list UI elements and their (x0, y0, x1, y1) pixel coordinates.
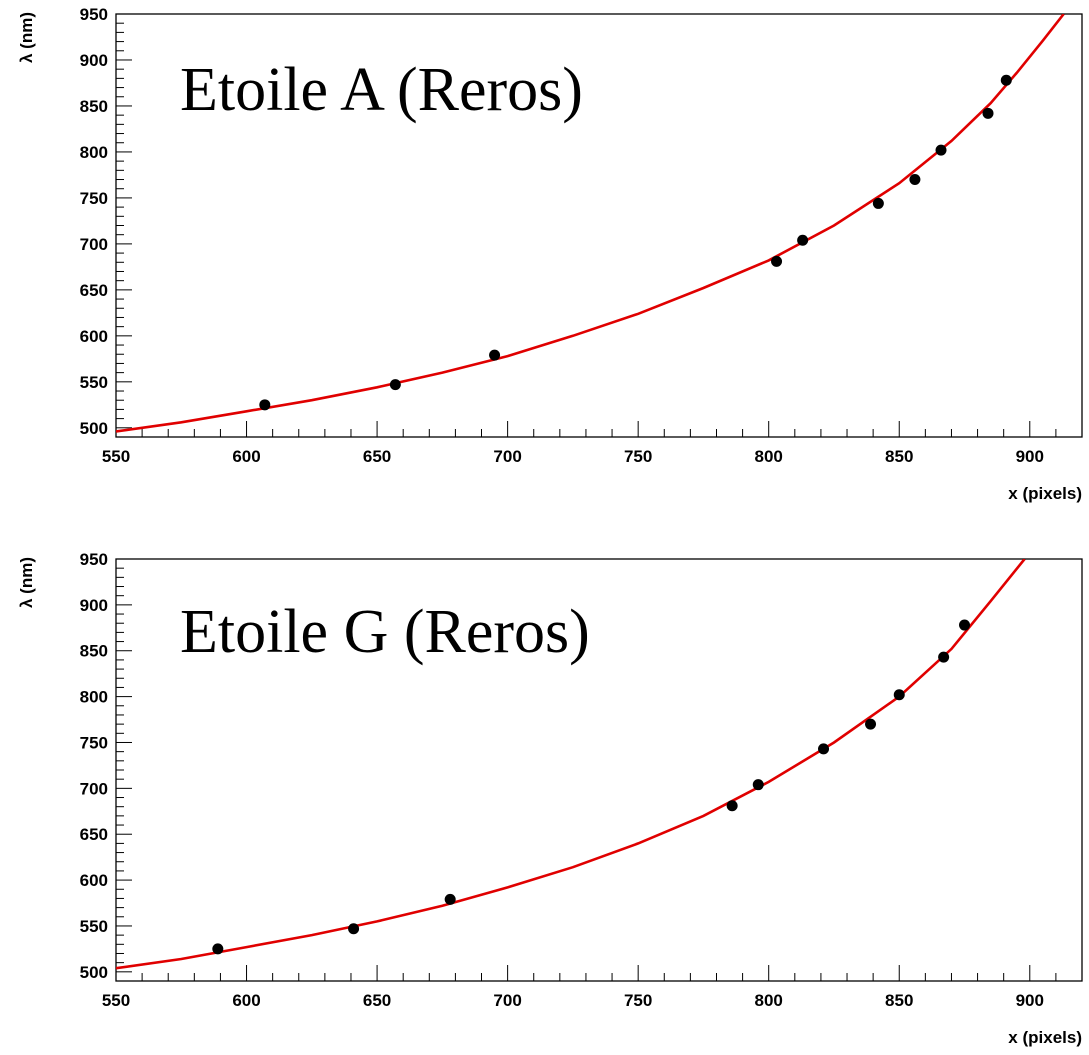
data-point (818, 743, 830, 755)
data-point (726, 800, 738, 812)
data-point (935, 144, 947, 156)
y-tick-label: 600 (80, 327, 108, 346)
y-tick-label: 550 (80, 373, 108, 392)
x-tick-label: 600 (232, 991, 260, 1010)
x-tick-label: 550 (102, 447, 130, 466)
data-point (752, 779, 764, 791)
data-point (959, 619, 971, 631)
y-tick-label: 600 (80, 871, 108, 890)
x-tick-label: 800 (755, 991, 783, 1010)
chart-panel-etoile-a: 550 600 650 700 750 800 850 900 500 550 600 650 700 7… (17, 5, 1083, 503)
y-tick-label: 500 (80, 419, 108, 438)
fit-curve (116, 559, 1026, 970)
x-axis-label: x (pixels) (1008, 1028, 1082, 1047)
data-point (212, 943, 224, 955)
x-tick-label: 700 (493, 447, 521, 466)
data-point (489, 349, 501, 361)
data-point (389, 379, 401, 391)
x-tick-label: 600 (232, 447, 260, 466)
y-tick-label: 850 (80, 97, 108, 116)
y-tick-label: 900 (80, 596, 108, 615)
x-tick-label: 750 (624, 991, 652, 1010)
data-point (893, 689, 905, 701)
y-axis-label: λ (nm) (17, 557, 36, 608)
y-tick-label: 700 (80, 235, 108, 254)
chart-panel-etoile-g: 550 600 650 700 750 800 850 900 500 550 600 650 700 7… (17, 550, 1083, 1047)
x-tick-label: 850 (885, 991, 913, 1010)
data-point (771, 255, 783, 267)
data-point (872, 197, 884, 209)
panel-title: Etoile A (Reros) (180, 56, 583, 124)
x-tick-label: 700 (493, 991, 521, 1010)
x-tick-label: 900 (1016, 447, 1044, 466)
y-tick-label: 900 (80, 51, 108, 70)
y-tick-label: 800 (80, 143, 108, 162)
y-axis-label: λ (nm) (17, 12, 36, 63)
y-tick-label: 650 (80, 281, 108, 300)
data-point (348, 923, 360, 935)
y-tick-label: 950 (80, 550, 108, 569)
y-tick-label: 500 (80, 963, 108, 982)
x-tick-label: 850 (885, 447, 913, 466)
y-tick-label: 550 (80, 917, 108, 936)
data-point (444, 893, 456, 905)
y-tick-label: 950 (80, 5, 108, 24)
x-tick-label: 550 (102, 991, 130, 1010)
y-tick-label: 700 (80, 779, 108, 798)
x-tick-label: 750 (624, 447, 652, 466)
y-tick-label: 750 (80, 733, 108, 752)
y-tick-label: 650 (80, 825, 108, 844)
data-point (1000, 74, 1012, 86)
data-point (259, 399, 271, 411)
y-tick-label: 750 (80, 189, 108, 208)
y-tick-label: 800 (80, 688, 108, 707)
x-tick-label: 900 (1016, 991, 1044, 1010)
y-tick-label: 850 (80, 642, 108, 661)
panel-title: Etoile G (Reros) (180, 598, 590, 666)
x-tick-label: 800 (755, 447, 783, 466)
data-point (938, 651, 950, 663)
x-tick-label: 650 (363, 991, 391, 1010)
data-point (982, 107, 994, 119)
data-point (865, 718, 877, 730)
x-axis-label: x (pixels) (1008, 484, 1082, 503)
x-tick-label: 650 (363, 447, 391, 466)
data-point (909, 174, 921, 186)
fit-curve (116, 14, 1065, 433)
data-point (797, 234, 809, 246)
